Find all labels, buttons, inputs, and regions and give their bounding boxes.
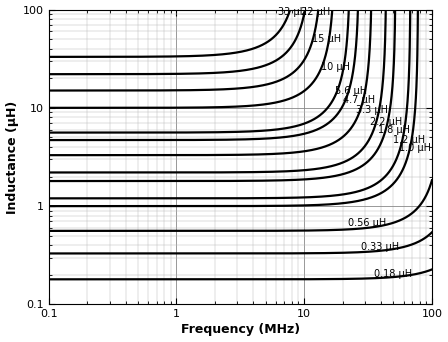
Text: 10 μH: 10 μH bbox=[321, 62, 350, 72]
Text: 1.0 μH: 1.0 μH bbox=[399, 143, 431, 153]
Text: 5.6 μH: 5.6 μH bbox=[335, 86, 367, 95]
Text: 3.3 μH: 3.3 μH bbox=[356, 105, 388, 115]
Text: 0.18 μH: 0.18 μH bbox=[374, 269, 412, 279]
Text: 0.33 μH: 0.33 μH bbox=[361, 242, 400, 252]
Y-axis label: Inductance (μH): Inductance (μH) bbox=[5, 100, 18, 214]
Text: 1.8 μH: 1.8 μH bbox=[378, 126, 410, 135]
X-axis label: Frequency (MHz): Frequency (MHz) bbox=[181, 324, 300, 337]
Text: 33 μH: 33 μH bbox=[278, 7, 306, 17]
Text: 15 μH: 15 μH bbox=[312, 34, 341, 44]
Text: 4.7 μH: 4.7 μH bbox=[343, 95, 375, 105]
Text: 22 μH: 22 μH bbox=[302, 7, 331, 17]
Text: 2.2 μH: 2.2 μH bbox=[370, 117, 403, 127]
Text: 0.56 μH: 0.56 μH bbox=[348, 218, 386, 227]
Text: 1.2 μH: 1.2 μH bbox=[393, 135, 426, 145]
